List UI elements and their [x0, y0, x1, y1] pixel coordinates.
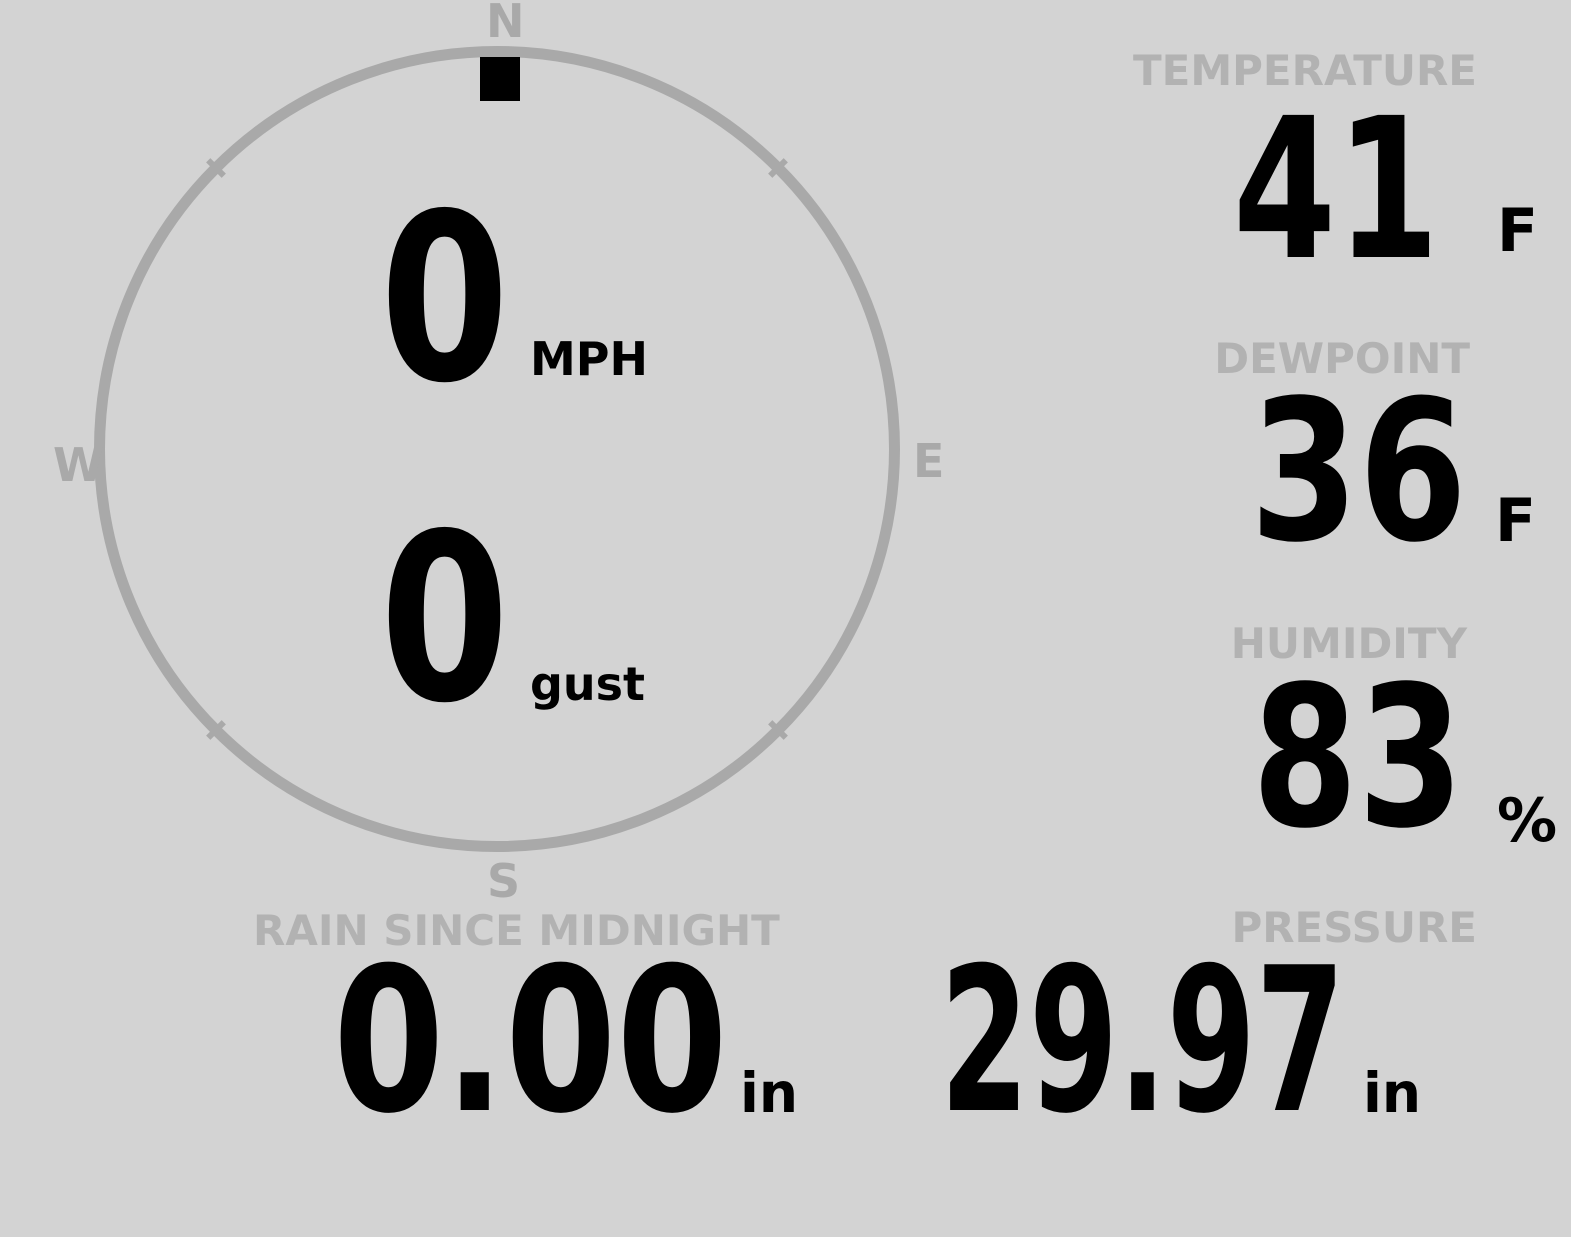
wind-speed-number: 0 — [380, 164, 510, 434]
pressure-label: PRESSURE — [1231, 903, 1477, 952]
wind-gust-value: 0 — [380, 503, 541, 735]
humidity-label: HUMIDITY — [1230, 619, 1467, 668]
temperature-label: TEMPERATURE — [1133, 46, 1477, 95]
pressure-value: 29.97 — [940, 942, 1571, 1142]
rain-number: 0.00 — [333, 925, 728, 1158]
dewpoint-label: DEWPOINT — [1214, 334, 1470, 383]
wind-speed-unit: MPH — [530, 332, 648, 386]
temperature-value: 41 — [1233, 92, 1504, 287]
temperature-unit: F — [1497, 196, 1538, 266]
humidity-value: 83 — [1252, 660, 1523, 855]
pressure-unit: in — [1363, 1061, 1422, 1125]
compass-cardinal-south: S — [487, 854, 521, 908]
rain-label: RAIN SINCE MIDNIGHT — [253, 906, 780, 955]
dewpoint-value: 36 — [1250, 374, 1521, 569]
humidity-unit: % — [1497, 786, 1558, 856]
compass-cardinal-north: N — [486, 0, 525, 48]
wind-direction-marker — [480, 57, 520, 101]
rain-unit: in — [740, 1061, 799, 1125]
rain-value: 0.00 — [333, 942, 826, 1142]
wind-speed-value: 0 — [380, 183, 541, 415]
pressure-number: 29.97 — [940, 925, 1345, 1158]
wind-gust-number: 0 — [380, 484, 510, 754]
dewpoint-number: 36 — [1250, 358, 1468, 585]
wind-compass-ring — [94, 46, 900, 852]
compass-cardinal-east: E — [913, 434, 945, 488]
compass-cardinal-west: W — [53, 438, 104, 492]
temperature-number: 41 — [1233, 76, 1440, 303]
dewpoint-unit: F — [1495, 486, 1536, 556]
wind-gust-unit: gust — [530, 657, 646, 711]
humidity-number: 83 — [1252, 644, 1464, 871]
